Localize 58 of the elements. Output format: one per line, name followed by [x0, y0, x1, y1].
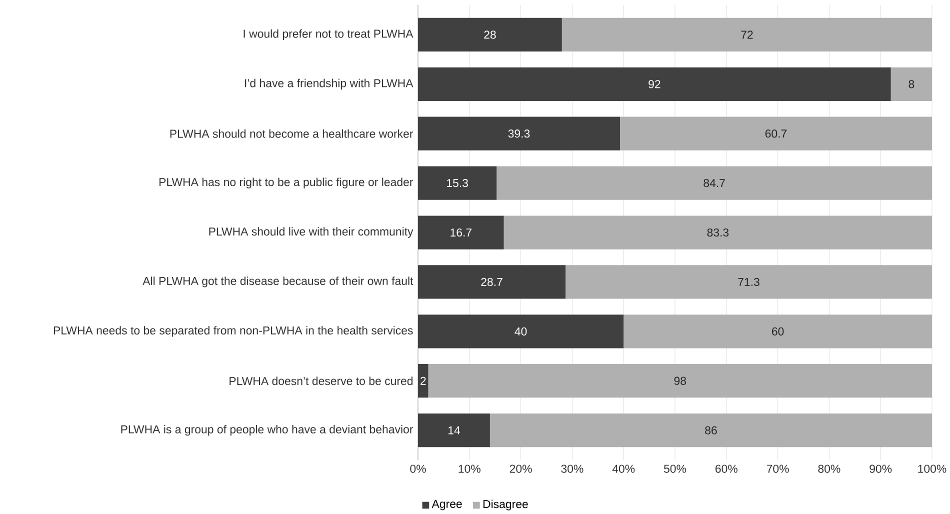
y-tick-label: I’d have a friendship with PLWHA — [245, 78, 414, 90]
data-label: 40 — [514, 327, 527, 336]
bar — [890, 67, 932, 101]
bar — [504, 216, 932, 250]
data-label: 83.3 — [707, 228, 729, 237]
bar — [418, 166, 497, 200]
x-tick-label: 70% — [766, 464, 789, 473]
x-tick-label: 100% — [918, 464, 946, 473]
data-label: 39.3 — [508, 130, 530, 138]
data-label: 72 — [741, 30, 753, 39]
bar — [418, 116, 620, 150]
legend-label: Agree — [432, 500, 462, 510]
bar — [418, 265, 566, 299]
bar — [428, 364, 932, 398]
bar — [490, 414, 932, 448]
y-tick-label: PLWHA doesn’t deserve to be cured — [230, 376, 413, 386]
y-tick-label: PLWHA is a group of people who have a deviant behavior — [121, 424, 414, 436]
x-tick-label: 20% — [510, 464, 532, 473]
y-tick-label: I would prefer not to treat PLWHA — [244, 29, 414, 40]
data-label: 98 — [674, 376, 686, 385]
legend-label: Disagree — [483, 500, 528, 510]
bar — [418, 314, 624, 348]
data-label: 86 — [705, 426, 717, 434]
bar — [566, 265, 932, 299]
data-label: 71.3 — [738, 278, 760, 286]
data-label: 2 — [420, 376, 426, 385]
x-tick-label: 40% — [612, 464, 635, 473]
bar — [620, 116, 932, 150]
x-tick-label: 90% — [870, 464, 892, 473]
bar — [418, 18, 562, 52]
bar — [624, 314, 932, 348]
bar — [418, 67, 891, 101]
bar — [418, 364, 428, 398]
data-label: 16.7 — [450, 228, 472, 237]
x-tick-label: 80% — [818, 464, 840, 473]
data-label: 92 — [648, 80, 660, 88]
bar — [418, 216, 504, 250]
y-tick-label: PLWHA needs to be separated from non-PLWHA in the health services — [54, 326, 413, 337]
x-tick-label: 60% — [716, 464, 738, 473]
bar — [418, 414, 490, 448]
y-tick-label: PLWHA should live with their community — [209, 227, 414, 238]
bar — [496, 166, 932, 200]
data-label: 8 — [908, 80, 914, 88]
data-label: 60 — [772, 327, 784, 336]
x-tick-label: 10% — [458, 464, 480, 473]
x-tick-label: 50% — [664, 464, 686, 473]
x-tick-label: 30% — [561, 464, 584, 473]
data-label: 84.7 — [704, 178, 725, 188]
data-label: 28 — [484, 30, 496, 39]
y-tick-label: PLWHA has no right to be a public figure or leader — [159, 178, 414, 188]
y-tick-label: PLWHA should not become a healthcare worker — [170, 129, 414, 138]
bar — [562, 18, 932, 52]
data-label: 15.3 — [447, 178, 468, 188]
data-label: 28.7 — [481, 278, 502, 286]
x-tick-label: 0% — [410, 464, 426, 473]
y-tick-label: All PLWHA got the disease because of their own fault — [142, 276, 414, 288]
data-label: 60.7 — [765, 130, 787, 138]
data-label: 14 — [448, 426, 460, 434]
